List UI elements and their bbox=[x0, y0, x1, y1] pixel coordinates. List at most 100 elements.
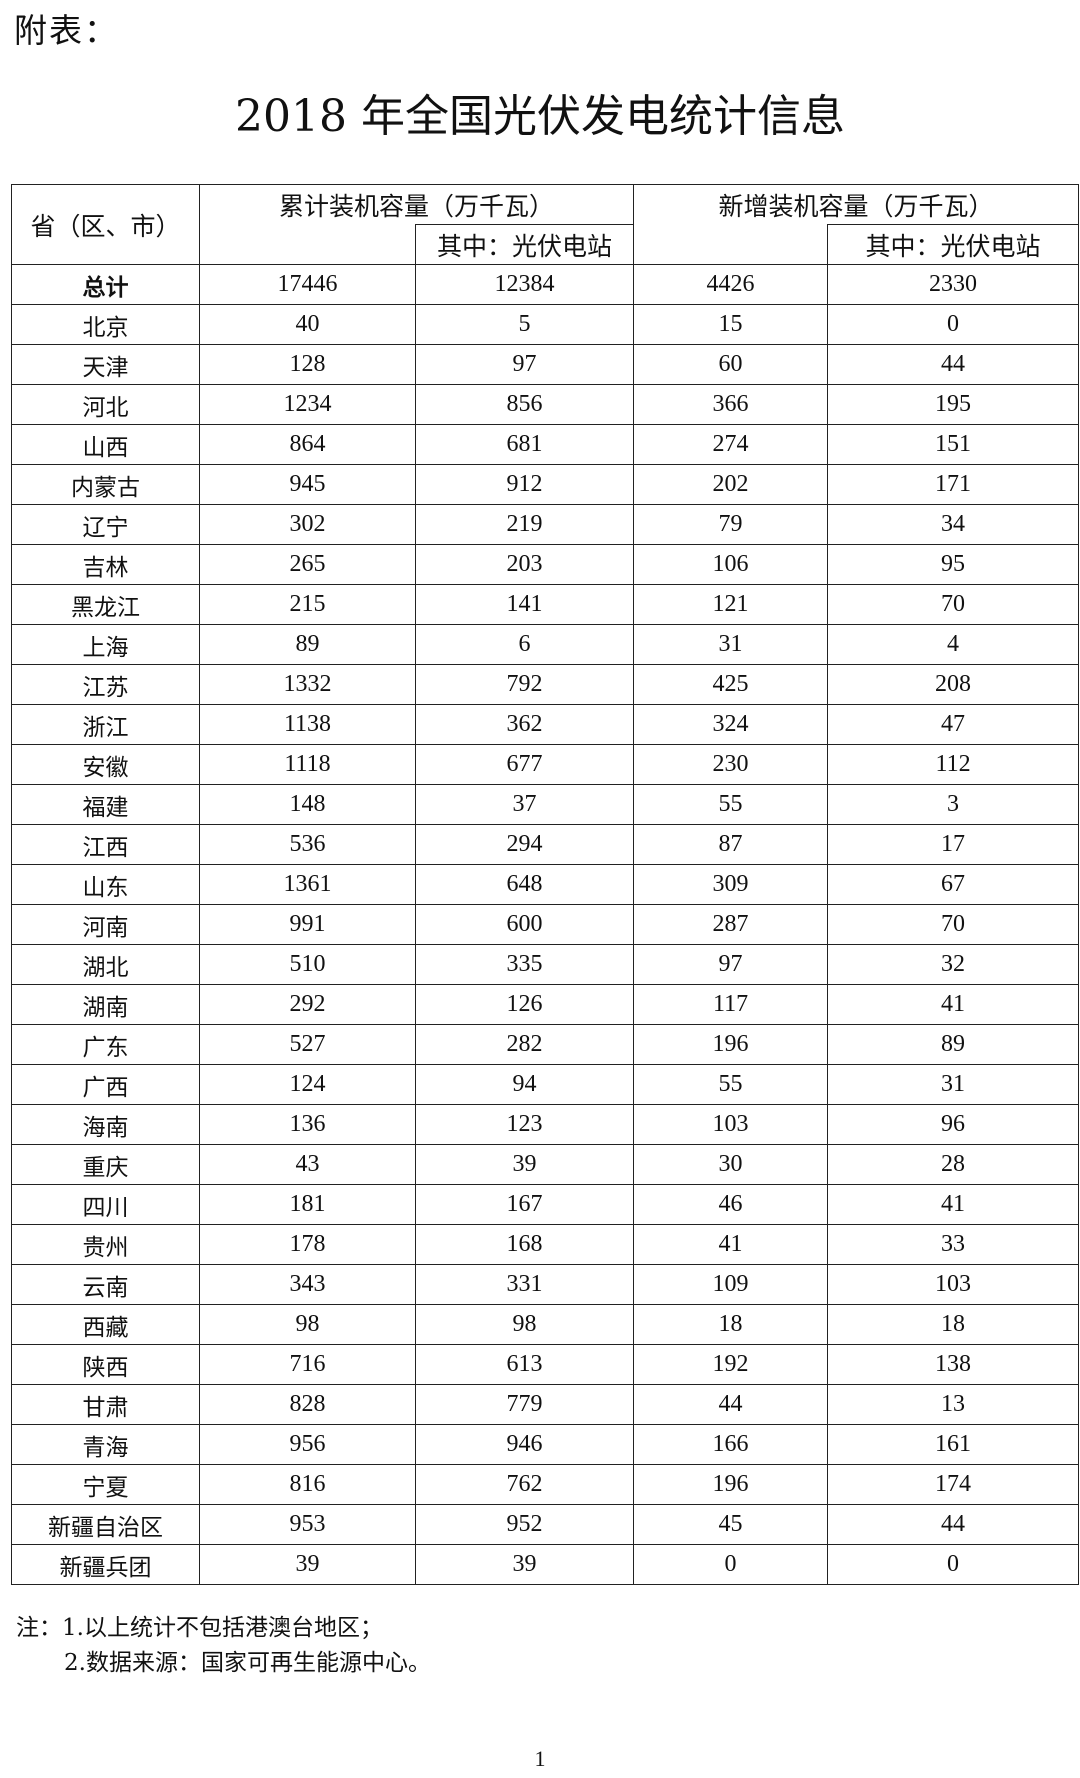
cumulative-cell: 124 bbox=[199, 1064, 416, 1105]
cumulative-cell: 991 bbox=[199, 904, 416, 945]
cumulative-cell: 716 bbox=[199, 1344, 416, 1385]
cumulative-pv-station-cell: 203 bbox=[414, 544, 635, 585]
new-pv-station-cell: 17 bbox=[827, 824, 1080, 865]
table-row: 湖北 510 335 97 32 bbox=[11, 944, 1080, 985]
new-cell: 31 bbox=[633, 624, 829, 665]
cumulative-pv-station-cell: 856 bbox=[414, 384, 635, 425]
region-cell: 湖北 bbox=[11, 944, 200, 985]
region-cell: 贵州 bbox=[11, 1224, 200, 1265]
table-row: 广西 124 94 55 31 bbox=[11, 1064, 1080, 1105]
region-cell: 青海 bbox=[11, 1424, 200, 1465]
cumulative-cell: 1234 bbox=[199, 384, 416, 425]
new-pv-station-cell: 161 bbox=[827, 1424, 1080, 1465]
table-row: 四川 181 167 46 41 bbox=[11, 1184, 1080, 1225]
cumulative-pv-station-cell: 613 bbox=[414, 1344, 635, 1385]
region-cell: 江西 bbox=[11, 824, 200, 865]
cumulative-cell: 40 bbox=[199, 304, 416, 345]
cumulative-pv-station-cell: 141 bbox=[414, 584, 635, 625]
header-cumulative-pv-station: 其中：光伏电站 bbox=[414, 224, 635, 265]
new-pv-station-cell: 44 bbox=[827, 1504, 1080, 1545]
cumulative-pv-station-cell: 39 bbox=[414, 1144, 635, 1185]
note-1: 注：1.以上统计不包括港澳台地区； bbox=[16, 1615, 383, 1641]
cumulative-pv-station-cell: 362 bbox=[414, 704, 635, 745]
region-cell: 海南 bbox=[11, 1104, 200, 1145]
cumulative-cell: 181 bbox=[199, 1184, 416, 1225]
table-row: 甘肃 828 779 44 13 bbox=[11, 1384, 1080, 1425]
new-pv-station-cell: 70 bbox=[827, 584, 1080, 625]
new-pv-station-cell: 13 bbox=[827, 1384, 1080, 1425]
new-pv-station-cell: 96 bbox=[827, 1104, 1080, 1145]
cumulative-cell: 945 bbox=[199, 464, 416, 505]
new-cell: 87 bbox=[633, 824, 829, 865]
pv-statistics-table: 省（区、市） 累计装机容量（万千瓦） 新增装机容量（万千瓦） 其中：光伏电站 其… bbox=[11, 184, 1080, 1585]
table-row: 福建 148 37 55 3 bbox=[11, 784, 1080, 825]
cumulative-cell: 1361 bbox=[199, 864, 416, 905]
cumulative-pv-station-cell: 952 bbox=[414, 1504, 635, 1545]
header-new-blank bbox=[633, 224, 829, 265]
cumulative-pv-station-cell: 792 bbox=[414, 664, 635, 705]
region-cell: 上海 bbox=[11, 624, 200, 665]
table-row: 新疆兵团 39 39 0 0 bbox=[11, 1544, 1080, 1585]
cumulative-pv-station-cell: 123 bbox=[414, 1104, 635, 1145]
new-pv-station-cell: 195 bbox=[827, 384, 1080, 425]
appendix-label: 附表： bbox=[14, 11, 119, 50]
new-pv-station-cell: 138 bbox=[827, 1344, 1080, 1385]
cumulative-cell: 178 bbox=[199, 1224, 416, 1265]
region-cell: 四川 bbox=[11, 1184, 200, 1225]
new-cell: 366 bbox=[633, 384, 829, 425]
new-cell: 192 bbox=[633, 1344, 829, 1385]
region-cell: 天津 bbox=[11, 344, 200, 385]
new-pv-station-cell: 44 bbox=[827, 344, 1080, 385]
cumulative-cell: 864 bbox=[199, 424, 416, 465]
new-pv-station-cell: 41 bbox=[827, 984, 1080, 1025]
new-cell: 166 bbox=[633, 1424, 829, 1465]
region-cell: 新疆自治区 bbox=[11, 1504, 200, 1545]
table-row: 云南 343 331 109 103 bbox=[11, 1264, 1080, 1305]
new-cell: 55 bbox=[633, 1064, 829, 1105]
cumulative-cell: 128 bbox=[199, 344, 416, 385]
cumulative-cell: 43 bbox=[199, 1144, 416, 1185]
new-pv-station-cell: 89 bbox=[827, 1024, 1080, 1065]
cumulative-pv-station-cell: 168 bbox=[414, 1224, 635, 1265]
region-cell: 重庆 bbox=[11, 1144, 200, 1185]
region-cell: 宁夏 bbox=[11, 1464, 200, 1505]
cumulative-pv-station-cell: 39 bbox=[414, 1544, 635, 1585]
new-pv-station-cell: 32 bbox=[827, 944, 1080, 985]
header-cumulative-blank bbox=[199, 224, 416, 265]
new-cell: 79 bbox=[633, 504, 829, 545]
new-cell: 55 bbox=[633, 784, 829, 825]
header-region: 省（区、市） bbox=[11, 184, 200, 265]
cumulative-pv-station-cell: 331 bbox=[414, 1264, 635, 1305]
new-pv-station-cell: 28 bbox=[827, 1144, 1080, 1185]
table-row: 西藏 98 98 18 18 bbox=[11, 1304, 1080, 1345]
new-cell: 309 bbox=[633, 864, 829, 905]
new-cell: 15 bbox=[633, 304, 829, 345]
new-pv-station-cell: 33 bbox=[827, 1224, 1080, 1265]
region-cell: 江苏 bbox=[11, 664, 200, 705]
new-pv-station-cell: 174 bbox=[827, 1464, 1080, 1505]
cumulative-cell: 527 bbox=[199, 1024, 416, 1065]
new-cell: 274 bbox=[633, 424, 829, 465]
new-pv-station-cell: 41 bbox=[827, 1184, 1080, 1225]
cumulative-cell: 953 bbox=[199, 1504, 416, 1545]
region-cell: 河北 bbox=[11, 384, 200, 425]
cumulative-pv-station-cell: 12384 bbox=[414, 264, 635, 305]
region-cell: 吉林 bbox=[11, 544, 200, 585]
region-cell: 总计 bbox=[11, 264, 200, 305]
table-row: 吉林 265 203 106 95 bbox=[11, 544, 1080, 585]
table-row: 安徽 1118 677 230 112 bbox=[11, 744, 1080, 785]
region-cell: 河南 bbox=[11, 904, 200, 945]
new-pv-station-cell: 18 bbox=[827, 1304, 1080, 1345]
subheader-row: 其中：光伏电站 其中：光伏电站 bbox=[12, 224, 1080, 265]
new-cell: 44 bbox=[633, 1384, 829, 1425]
region-cell: 西藏 bbox=[11, 1304, 200, 1345]
cumulative-pv-station-cell: 294 bbox=[414, 824, 635, 865]
new-cell: 425 bbox=[633, 664, 829, 705]
new-pv-station-cell: 70 bbox=[827, 904, 1080, 945]
cumulative-pv-station-cell: 779 bbox=[414, 1384, 635, 1425]
new-cell: 0 bbox=[633, 1544, 829, 1585]
header-cumulative: 累计装机容量（万千瓦） bbox=[198, 184, 635, 225]
table-row: 北京 40 5 15 0 bbox=[11, 304, 1080, 345]
cumulative-cell: 98 bbox=[199, 1304, 416, 1345]
cumulative-pv-station-cell: 946 bbox=[414, 1424, 635, 1465]
